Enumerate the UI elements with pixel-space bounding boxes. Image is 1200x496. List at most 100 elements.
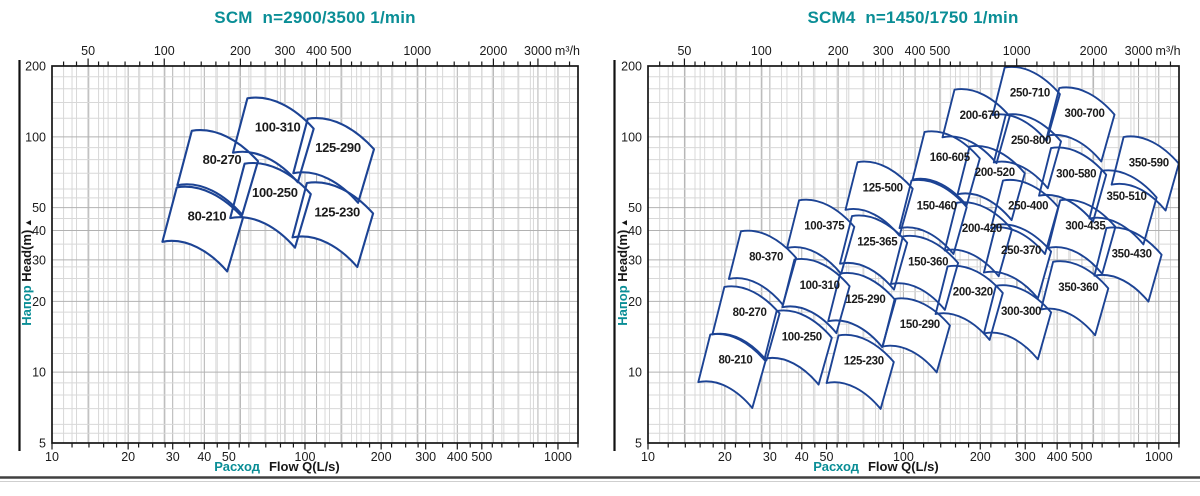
pump-model-region-fill (698, 333, 766, 408)
y-tick-label: 40 (628, 224, 642, 238)
top-tick-label: 200 (828, 44, 849, 58)
pump-model-region (161, 185, 245, 273)
pump-model-region-fill (993, 114, 1061, 189)
pump-model-label: 100-310 (800, 280, 840, 292)
x-tick-label: 200 (371, 450, 392, 464)
pump-model-label: 300-435 (1065, 221, 1106, 233)
pump-model-region-fill (845, 161, 913, 236)
pump-model-region (1040, 260, 1110, 337)
pump-model-region (898, 178, 968, 255)
pump-model-region (982, 284, 1053, 361)
pump-model-label: 100-375 (804, 221, 845, 233)
pump-model-label: 250-400 (1008, 201, 1048, 213)
x-tick-label: 500 (471, 450, 492, 464)
chart-title-scm4: SCM4 n=1450/1750 1/min (807, 8, 1019, 27)
top-tick-label: 400 (306, 44, 327, 58)
pump-model-label: 125-290 (845, 294, 885, 306)
pump-model-region-fill (728, 230, 797, 305)
y-tick-label: 50 (628, 201, 642, 215)
top-tick-label: 500 (929, 44, 950, 58)
top-tick-label: 1000 (1003, 44, 1031, 58)
pump-model-label: 80-270 (733, 307, 767, 319)
pump-model-region (1093, 226, 1163, 303)
pump-model-label: 125-365 (857, 236, 898, 248)
x-axis-label-left: Расход Flow Q(L/s) (214, 459, 340, 474)
top-tick-label: 3000 (524, 44, 552, 58)
pump-model-label: 125-230 (314, 204, 360, 219)
top-tick-label: 100 (154, 44, 175, 58)
pump-model-region (711, 285, 781, 362)
pump-model-label: 200-320 (953, 287, 993, 299)
x-tick-label: 400 (447, 450, 468, 464)
x-tick-label: 200 (970, 450, 991, 464)
x-tick-label: 10 (641, 450, 655, 464)
pump-model-label: 200-520 (975, 167, 1015, 179)
pump-model-label: 125-230 (844, 356, 884, 368)
plot-border (647, 65, 1180, 444)
y-tick-label: 50 (32, 201, 46, 215)
pump-model-region-fill (1094, 227, 1162, 302)
pump-model-region-fill (1039, 147, 1107, 222)
pump-model-label: 80-370 (749, 252, 783, 264)
pump-model-region (941, 88, 1011, 165)
y-tick-label: 20 (628, 295, 642, 309)
pump-model-label: 125-500 (863, 182, 903, 194)
pump-model-label: 300-580 (1056, 168, 1096, 180)
pump-model-region (781, 258, 851, 335)
x-tick-label: 40 (795, 450, 809, 464)
pump-model-region (825, 333, 895, 410)
top-tick-label: 2000 (479, 44, 507, 58)
pump-model-region-fill (1047, 87, 1115, 162)
pump-model-label: 100-310 (255, 120, 301, 135)
x-tick-label: 50 (820, 450, 834, 464)
y-tick-label: 100 (621, 130, 642, 144)
x-tick-label: 300 (415, 450, 436, 464)
pump-model-region-fill (233, 97, 314, 183)
pump-model-region (990, 178, 1060, 255)
pump-model-label: 100-250 (252, 185, 298, 200)
y-axis-title: Напор Head(m) ▲ (19, 218, 34, 325)
pump-model-region (992, 113, 1062, 190)
pump-model-region-fill (293, 118, 374, 203)
pump-model-label: 250-710 (1010, 88, 1050, 100)
plot-border (51, 65, 579, 444)
pump-model-region (839, 214, 909, 291)
x-axis-label-ru: Расход (813, 459, 859, 474)
x-tick-label: 10 (45, 450, 59, 464)
pump-model-label: 350-360 (1058, 282, 1098, 294)
plot-area: 80-210 80-270 80-370 100-250 100-310 100-375 1… (648, 66, 1179, 443)
y-tick-label: 5 (39, 437, 46, 451)
top-tick-label: 3000 (1125, 44, 1153, 58)
pump-model-region (889, 234, 960, 311)
x-tick-label: 1000 (544, 450, 572, 464)
x-tick-label: 400 (1047, 450, 1068, 464)
x-tick-label: 100 (295, 450, 316, 464)
y-tick-label: 40 (32, 224, 46, 238)
x-axis-label-ru: Расход (214, 459, 260, 474)
top-tick-label: 200 (230, 44, 251, 58)
pump-model-region-fill (826, 334, 894, 409)
top-tick-label: 1000 (403, 44, 431, 58)
pump-model-region-fill (1111, 136, 1179, 211)
top-tick-label: 500 (331, 44, 352, 58)
pump-model-label: 80-210 (188, 209, 227, 224)
x-tick-label: 20 (121, 450, 135, 464)
pump-model-label: 200-420 (962, 223, 1002, 235)
top-axis-unit: m³/h (1156, 44, 1181, 58)
y-tick-label: 10 (628, 366, 642, 380)
pump-model-region-fill (162, 186, 243, 272)
x-tick-label: 1000 (1145, 450, 1173, 464)
pump-model-region (292, 117, 376, 204)
pump-model-region (1047, 198, 1117, 275)
pump-model-label: 150-290 (900, 319, 940, 331)
y-tick-label: 10 (32, 366, 46, 380)
pump-model-label: 160-605 (930, 152, 971, 164)
pump-model-label: 80-210 (718, 355, 752, 367)
pump-model-label: 200-670 (960, 110, 1000, 122)
pump-model-region (1046, 86, 1116, 163)
x-tick-label: 300 (1015, 450, 1036, 464)
y-tick-label: 30 (32, 253, 46, 267)
x-tick-label: 500 (1071, 450, 1092, 464)
